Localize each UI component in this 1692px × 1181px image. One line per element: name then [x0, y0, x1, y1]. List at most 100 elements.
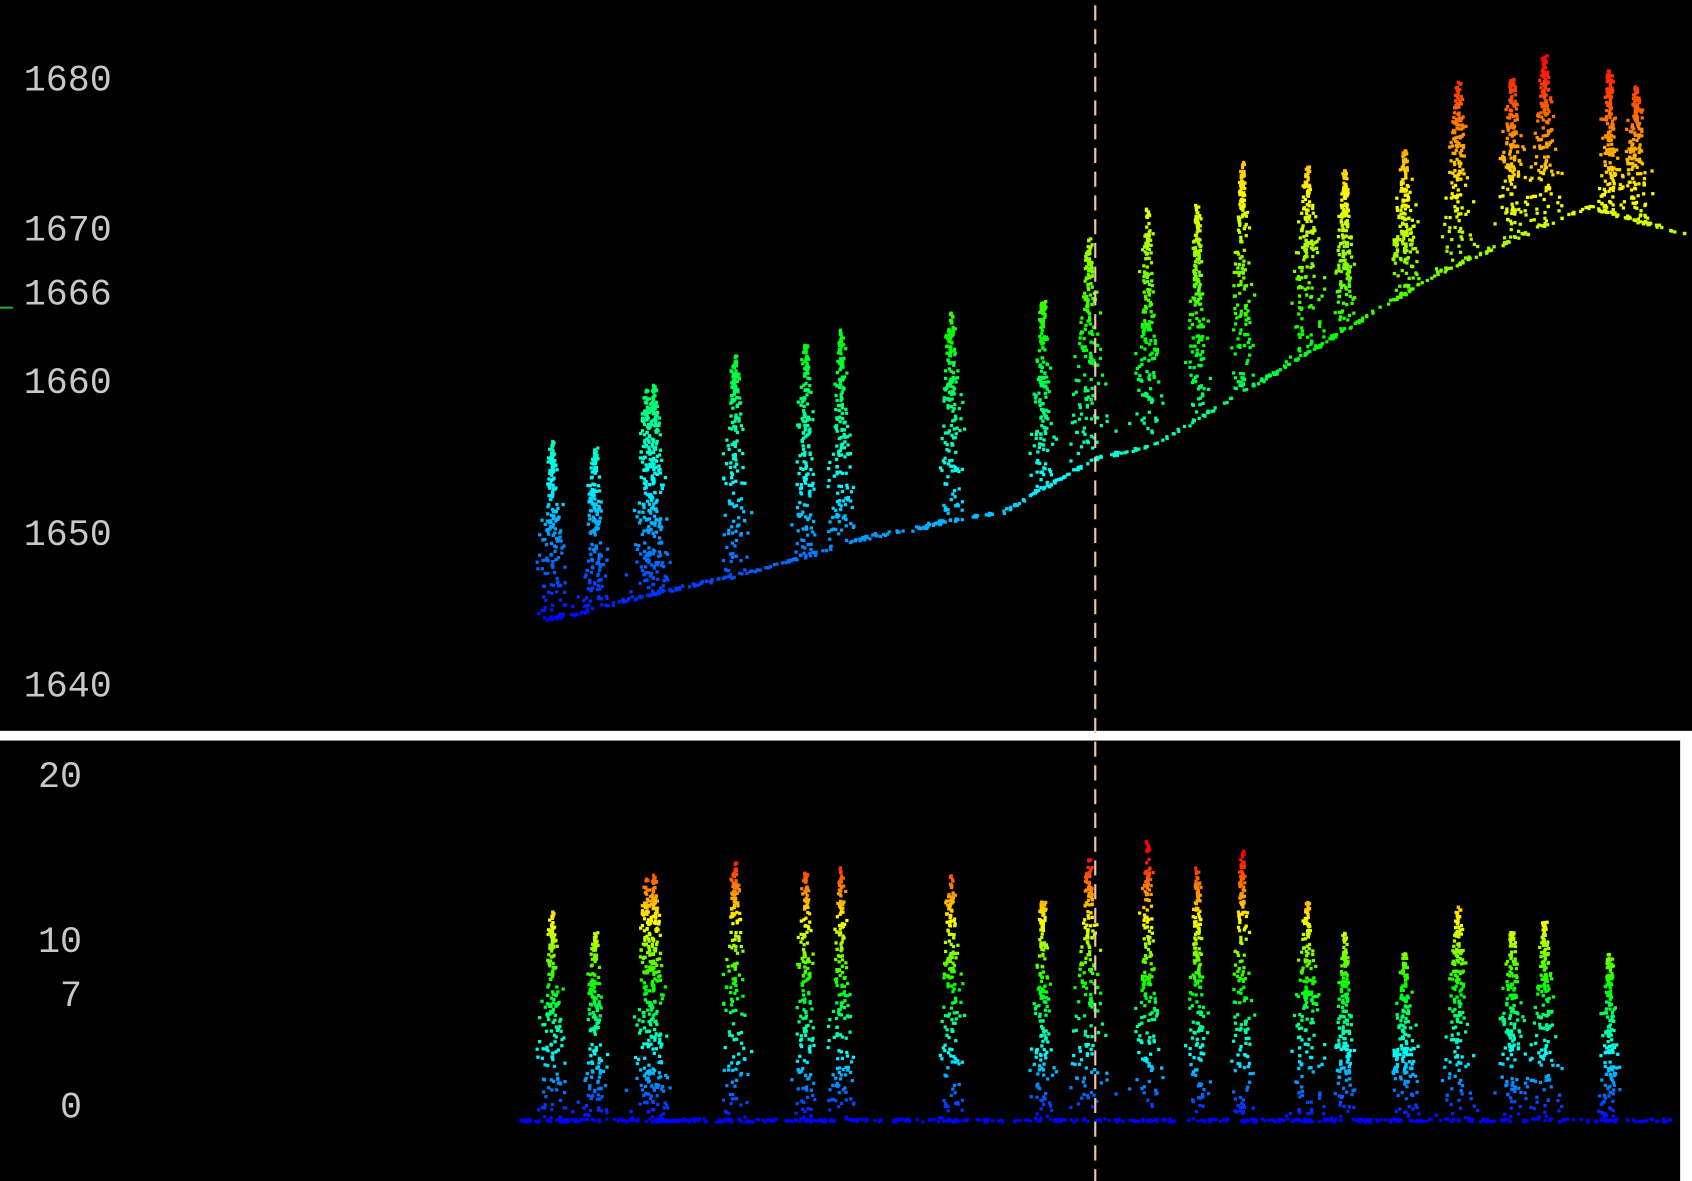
lidar-point	[800, 483, 803, 486]
lidar-point	[1206, 337, 1209, 340]
lidar-point	[1143, 245, 1146, 248]
lidar-point	[550, 1088, 553, 1091]
lidar-point	[1043, 985, 1046, 988]
lidar-point	[1042, 1068, 1045, 1071]
lidar-point	[805, 888, 808, 891]
lidar-point	[724, 1046, 727, 1049]
lidar-point	[1242, 260, 1245, 263]
lidar-point	[598, 508, 601, 511]
lidar-point	[642, 1011, 645, 1014]
lidar-point	[1039, 972, 1042, 975]
lidar-point	[1045, 427, 1048, 430]
lidar-point	[1313, 980, 1316, 983]
lidar-point	[1353, 263, 1356, 266]
lidar-point	[807, 388, 810, 391]
lidar-point	[948, 940, 951, 943]
lidar-point	[1349, 265, 1352, 268]
lidar-point	[731, 541, 734, 544]
lidar-point	[841, 965, 844, 968]
lidar-point	[1306, 933, 1309, 936]
lidar-point	[1320, 1063, 1323, 1066]
lidar-point	[1090, 891, 1093, 894]
lidar-point	[796, 963, 799, 966]
lidar-point	[1036, 450, 1039, 453]
lidar-point	[1298, 1035, 1301, 1038]
lidar-point	[1189, 374, 1192, 377]
lidar-point	[790, 523, 793, 526]
lidar-point	[808, 494, 811, 497]
lidar-point	[835, 977, 838, 980]
lidar-point	[1305, 220, 1308, 223]
lidar-point	[598, 475, 601, 478]
lidar-point	[851, 1079, 854, 1082]
lidar-point	[1209, 377, 1212, 380]
lidar-point	[639, 518, 642, 521]
lidar-point	[1140, 1016, 1143, 1019]
lidar-point	[1234, 963, 1237, 966]
lidar-point	[958, 988, 961, 991]
lidar-point	[1317, 993, 1320, 996]
lidar-point	[1245, 234, 1248, 237]
lidar-point	[805, 1014, 808, 1017]
lidar-point	[944, 941, 947, 944]
lidar-point	[1087, 895, 1090, 898]
lidar-point	[1091, 929, 1094, 932]
lidar-point	[852, 1103, 855, 1106]
lidar-point	[844, 420, 847, 423]
lidar-point	[546, 994, 549, 997]
lidar-point	[1337, 249, 1340, 252]
lidar-point	[657, 1083, 660, 1086]
lidar-point	[648, 434, 651, 437]
lidar-point	[1337, 981, 1340, 984]
lidar-point	[1311, 1018, 1314, 1021]
lidar-point	[553, 544, 556, 547]
lidar-point	[641, 1088, 644, 1091]
lidar-point	[1240, 184, 1243, 187]
lidar-point	[657, 970, 660, 973]
lidar-point	[731, 421, 734, 424]
lidar-point	[1087, 866, 1090, 869]
lidar-point	[733, 872, 736, 875]
lidar-point	[571, 1110, 574, 1113]
lidar-point	[598, 1058, 601, 1061]
lidar-point	[952, 371, 955, 374]
lidar-point	[732, 492, 735, 495]
lidar-point	[1041, 953, 1044, 956]
lidar-point	[1247, 261, 1250, 264]
lidar-point	[807, 925, 810, 928]
lidar-point	[648, 441, 651, 444]
lidar-point	[1086, 303, 1089, 306]
lidar-point	[839, 508, 842, 511]
lidar-point	[1196, 223, 1199, 226]
lidar-point	[551, 973, 554, 976]
lidar-point	[1039, 1117, 1042, 1120]
lidar-point	[725, 462, 728, 465]
lidar-point	[1143, 319, 1146, 322]
lidar-point	[1155, 1014, 1158, 1017]
lidar-point	[841, 1035, 844, 1038]
lidar-point	[1043, 1097, 1046, 1100]
lidar-point	[1239, 313, 1242, 316]
lidar-point	[944, 1025, 947, 1028]
lidar-point	[651, 589, 654, 592]
lidar-point	[591, 566, 594, 569]
lidar-point	[651, 532, 654, 535]
lidar-point	[802, 948, 805, 951]
lidar-point	[1087, 886, 1090, 889]
lidar-point	[600, 996, 603, 999]
elevation-panel	[0, 0, 1692, 731]
lidar-point	[1083, 918, 1086, 921]
lidar-point	[1239, 1045, 1242, 1048]
lidar-point	[658, 1071, 661, 1074]
lidar-point	[806, 1061, 809, 1064]
lidar-point	[648, 940, 651, 943]
lidar-point	[950, 434, 953, 437]
lidar-point	[552, 477, 555, 480]
lidar-point	[802, 1101, 805, 1104]
lidar-point	[595, 1046, 598, 1049]
lidar-point	[1240, 1102, 1243, 1105]
lidar-point	[652, 887, 655, 890]
lidar-point	[1308, 281, 1311, 284]
lidar-point	[639, 1029, 642, 1032]
lidar-point	[1091, 1105, 1094, 1108]
